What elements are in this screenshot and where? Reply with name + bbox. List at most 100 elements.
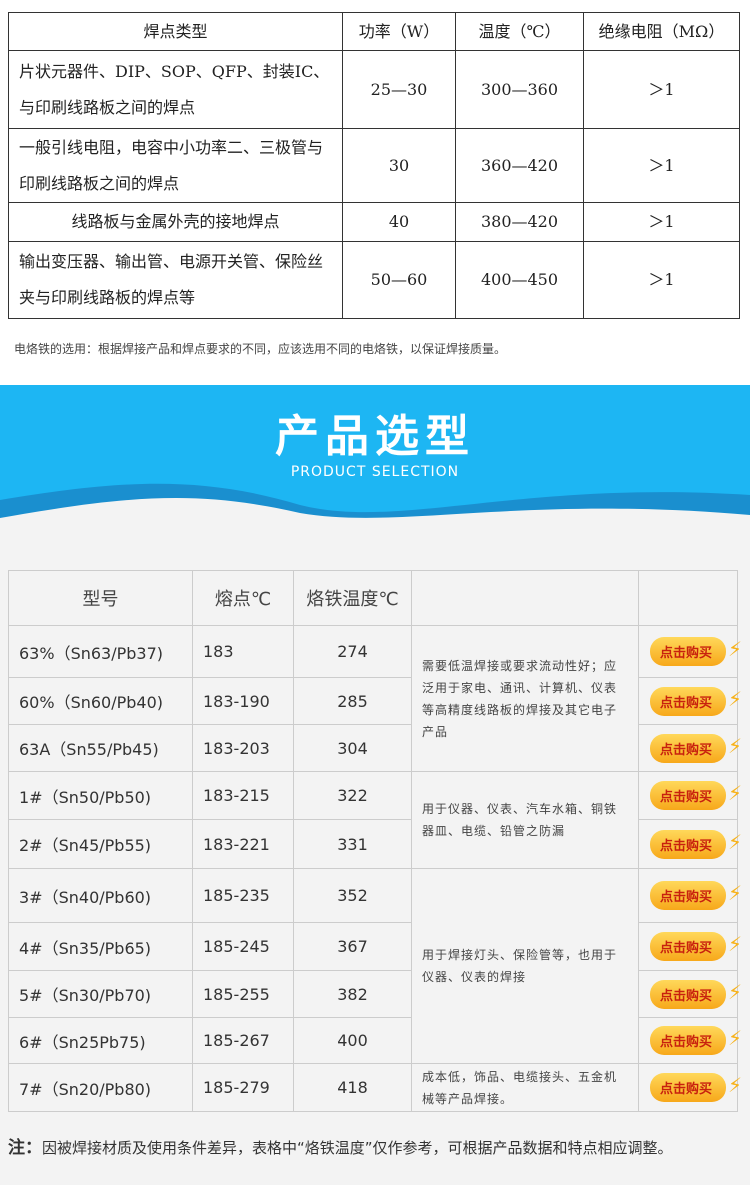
model: 2#（Sn45/Pb55) — [8, 819, 193, 869]
iron-temperature: 322 — [293, 771, 412, 820]
iron-temperature: 382 — [293, 970, 412, 1018]
description: 用于焊接灯头、保险管等，也用于仪器、仪表的焊接 — [411, 868, 639, 1064]
table-row: 片状元器件、DIP、SOP、QFP、封装IC、与印刷线路板之间的焊点 25—30 3… — [8, 50, 740, 129]
cell: 50—60 — [342, 241, 456, 319]
buy-cell: 点击购买 ⚡ — [638, 819, 742, 869]
lightning-icon: ⚡ — [727, 979, 742, 1004]
model: 63A（Sn55/Pb45) — [8, 724, 193, 772]
header: 焊点类型 — [8, 12, 343, 51]
table-row: 60%（Sn60/Pb40) 183-190 285 点击购买 ⚡ — [8, 677, 742, 725]
cell: 400—450 — [455, 241, 584, 319]
spec-note: 电烙铁的选用：根据焊接产品和焊点要求的不同，应该选用不同的电烙铁，以保证焊接质量… — [14, 342, 507, 356]
iron-temperature: 331 — [293, 819, 412, 869]
buy-label: 点击购买 — [659, 890, 712, 905]
header — [638, 570, 738, 626]
cell: 300—360 — [455, 50, 584, 129]
iron-temperature: 352 — [293, 868, 412, 923]
cell: ＞1 — [583, 50, 740, 129]
description: 成本低，饰品、电缆接头、五金机械等产品焊接。 — [411, 1063, 639, 1112]
buy-label: 点击购买 — [659, 1035, 712, 1050]
buy-cell: 点击购买 ⚡ — [638, 724, 742, 772]
header: 功率（W） — [342, 12, 456, 51]
section-subtitle: PRODUCT SELECTION — [290, 464, 460, 480]
buy-button[interactable]: 点击购买 ⚡ — [649, 1026, 742, 1055]
buy-cell: 点击购买 ⚡ — [638, 771, 742, 820]
cell: 输出变压器、输出管、电源开关管、保险丝夹与印刷线路板的焊点等 — [8, 241, 343, 319]
melting-point: 185-235 — [192, 868, 294, 923]
model: 60%（Sn60/Pb40) — [8, 677, 193, 725]
buy-cell: 点击购买 ⚡ — [638, 625, 742, 678]
table-row: 1#（Sn50/Pb50) 183-215 322 用于仪器、仪表、汽车水箱、铜铁器皿… — [8, 771, 742, 869]
lightning-icon: ⚡ — [727, 733, 742, 758]
buy-button[interactable]: 点击购买 ⚡ — [649, 979, 742, 1009]
lightning-icon: ⚡ — [727, 1026, 742, 1050]
buy-button[interactable]: 点击购买 ⚡ — [649, 932, 742, 961]
melting-point: 183-190 — [192, 677, 294, 725]
melting-point: 183-203 — [192, 724, 294, 772]
iron-temperature: 418 — [293, 1063, 412, 1112]
buy-button[interactable]: 点击购买 ⚡ — [649, 829, 742, 859]
buy-button[interactable]: 点击购买 ⚡ — [649, 686, 742, 716]
model: 6#（Sn25Pb75) — [8, 1017, 193, 1064]
melting-point: 183 — [192, 625, 294, 678]
iron-temperature: 367 — [293, 922, 412, 971]
buy-cell: 点击购买 ⚡ — [638, 868, 742, 923]
cell: 线路板与金属外壳的接地焊点 — [8, 202, 343, 242]
iron-temperature: 304 — [293, 724, 412, 772]
melting-point: 185-255 — [192, 970, 294, 1018]
description: 用于仪器、仪表、汽车水箱、铜铁器皿、电缆、铅管之防漏 — [411, 771, 639, 869]
cell: ＞1 — [583, 241, 740, 319]
header: 绝缘电阻（MΩ） — [583, 12, 740, 51]
buy-button[interactable]: 点击购买 ⚡ — [649, 781, 742, 810]
table-row: 4#（Sn35/Pb65) 185-245 367 点击购买 ⚡ — [8, 922, 742, 971]
model: 4#（Sn35/Pb65) — [8, 922, 193, 971]
cell: ＞1 — [583, 202, 740, 242]
cell: 380—420 — [455, 202, 584, 242]
cell: 片状元器件、DIP、SOP、QFP、封装IC、与印刷线路板之间的焊点 — [8, 50, 343, 129]
lightning-icon: ⚡ — [727, 881, 742, 905]
buy-label: 点击购买 — [659, 1082, 712, 1097]
footer-note: 注：因被焊接材质及使用条件差异，表格中“烙铁温度”仅作参考，可根据产品数据和特点… — [8, 1133, 673, 1158]
model: 63%（Sn63/Pb37) — [8, 625, 193, 678]
footer-label: 注： — [8, 1138, 42, 1158]
buy-cell: 点击购买 ⚡ — [638, 922, 742, 971]
lightning-icon: ⚡ — [727, 637, 742, 661]
table-row: 6#（Sn25Pb75) 185-267 400 点击购买 ⚡ — [8, 1017, 742, 1064]
buy-label: 点击购买 — [659, 941, 712, 956]
lightning-icon: ⚡ — [727, 829, 742, 854]
buy-button[interactable]: 点击购买 ⚡ — [649, 881, 742, 910]
table-row: 2#（Sn45/Pb55) 183-221 331 点击购买 ⚡ — [8, 819, 742, 869]
iron-temperature: 285 — [293, 677, 412, 725]
buy-cell: 点击购买 ⚡ — [638, 677, 742, 725]
table-row: 7#（Sn20/Pb80) 185-279 418 成本低，饰品、电缆接头、五金机械等… — [8, 1063, 742, 1112]
buy-button[interactable]: 点击购买 ⚡ — [649, 1073, 742, 1102]
buy-button[interactable]: 点击购买 ⚡ — [649, 637, 742, 666]
table-row: 线路板与金属外壳的接地焊点 40 380—420 ＞1 — [8, 202, 740, 242]
model: 5#（Sn30/Pb70) — [8, 970, 193, 1018]
table-row: 63%（Sn63/Pb37) 183 274 需要低温焊接或要求流动性好；应泛用于家电… — [8, 625, 742, 772]
cell: 25—30 — [342, 50, 456, 129]
description: 需要低温焊接或要求流动性好；应泛用于家电、通讯、计算机、仪表等高精度线路板的焊接… — [411, 625, 639, 772]
buy-label: 点击购买 — [659, 790, 712, 805]
table-row: 一般引线电阻，电容中小功率二、三极管与印刷线路板之间的焊点 30 360—420 ＞1 — [8, 128, 740, 203]
table-row: 63A（Sn55/Pb45) 183-203 304 点击购买 ⚡ — [8, 724, 742, 772]
table-row: 5#（Sn30/Pb70) 185-255 382 点击购买 ⚡ — [8, 970, 742, 1018]
buy-cell: 点击购买 ⚡ — [638, 1063, 742, 1112]
lightning-icon: ⚡ — [727, 686, 742, 711]
melting-point: 185-267 — [192, 1017, 294, 1064]
cell: ＞1 — [583, 128, 740, 203]
iron-temperature: 274 — [293, 625, 412, 678]
buy-label: 点击购买 — [659, 742, 712, 758]
model: 3#（Sn40/Pb60) — [8, 868, 193, 923]
buy-button[interactable]: 点击购买 ⚡ — [649, 733, 742, 763]
buy-label: 点击购买 — [659, 838, 712, 854]
header: 型号 — [8, 570, 193, 626]
buy-label: 点击购买 — [659, 646, 712, 661]
lightning-icon: ⚡ — [727, 932, 742, 956]
cell: 一般引线电阻，电容中小功率二、三极管与印刷线路板之间的焊点 — [8, 128, 343, 203]
iron-temperature: 400 — [293, 1017, 412, 1064]
table-row: 3#（Sn40/Pb60) 185-235 352 用于焊接灯头、保险管等，也用于仪器… — [8, 868, 742, 1064]
header: 烙铁温度℃ — [293, 570, 412, 626]
model: 1#（Sn50/Pb50) — [8, 771, 193, 820]
header: 温度（℃） — [455, 12, 584, 51]
